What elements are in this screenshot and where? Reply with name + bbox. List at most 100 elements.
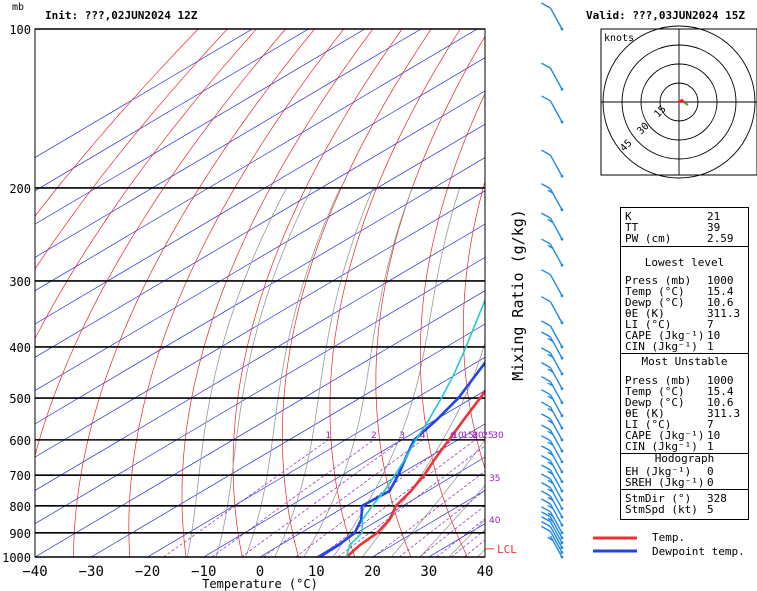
wind-barb-dot (560, 426, 564, 430)
wind-barb-dot (560, 480, 564, 484)
mixing-ratio-line (163, 439, 329, 557)
wind-barb-dot (560, 498, 564, 502)
wind-barb-dot (560, 237, 564, 241)
wind-barb-dot (560, 555, 564, 559)
lcl-label: LCL (497, 543, 517, 556)
wind-barb-dot (560, 515, 564, 519)
x-tick-label: −10 (191, 564, 216, 580)
y-tick-label: 600 (9, 434, 31, 448)
mixing-ratio-tick-label: 2 (371, 431, 377, 441)
wind-barb-flag (541, 296, 551, 303)
wind-barb-half-flag (547, 407, 554, 413)
mixing-ratio-tick-label: 20 (472, 431, 484, 441)
mixing-ratio-line (398, 489, 485, 557)
mixing-ratio-line (318, 439, 476, 557)
legend-swatches (593, 536, 637, 553)
moist-adiabat-line (274, 187, 374, 557)
isotherm-line (35, 223, 485, 491)
isotherm-line (35, 29, 422, 258)
wind-barb-flag (541, 525, 551, 532)
wind-barb-staff (549, 469, 563, 492)
wind-barb-dot (560, 550, 564, 554)
index-row: Press (mb) 1000 (625, 274, 734, 287)
x-tick-label: 40 (477, 564, 494, 580)
wind-barb-staff (549, 325, 563, 348)
mixing-ratio-line (436, 518, 485, 557)
wind-barb-staff (549, 450, 563, 473)
index-row: SREH (Jkg⁻¹) 0 (625, 476, 714, 489)
wind-barb-flag (541, 212, 551, 219)
wind-barb-half-flag (547, 470, 554, 475)
dry-adiabat-line (35, 29, 257, 340)
mixing-ratio-tick-label: 6 (450, 431, 456, 441)
wind-barb-dot (560, 489, 564, 493)
wind-barb-dot (560, 208, 564, 212)
pressure-unit-label: mb (12, 2, 25, 13)
wind-barb-half-flag (547, 441, 554, 446)
index-row: Dewp (°C) 10.6 (625, 296, 734, 309)
y-tick-label: 700 (9, 469, 31, 483)
wind-barb-flag (541, 424, 551, 431)
x-axis-label: Temperature (°C) (202, 577, 318, 591)
wind-barb-flag (541, 347, 551, 354)
mixing-ratio-line (463, 539, 485, 557)
wind-barb-staff (549, 418, 563, 441)
index-row: StmDir (°) 328 (625, 492, 727, 505)
mixing-ratio-tick-label: 25 (482, 431, 493, 441)
isobars (35, 28, 485, 558)
init-label: Init: ???,02JUN2024 12Z (45, 9, 198, 22)
isotherm-line (35, 90, 485, 358)
temperature-profile (345, 388, 485, 557)
wind-barb-dot (560, 27, 564, 31)
dry-adiabat-line (35, 29, 228, 270)
wind-barb-staff (549, 460, 563, 483)
index-row: PW (cm) 2.59 (625, 232, 734, 245)
wind-barb-flag (541, 473, 551, 480)
x-tick-label: 10 (308, 564, 325, 580)
index-row: Temp (°C) 15.4 (625, 285, 734, 298)
index-row: CIN (Jkg⁻¹) 1 (625, 340, 714, 353)
index-row: LI (°C) 7 (625, 418, 714, 431)
mixing-ratio-line (337, 445, 485, 557)
mixing-ratio-tick-label: 40 (489, 516, 501, 526)
wind-barb-dot (560, 531, 564, 535)
dewpoint-profile (318, 360, 485, 557)
wind-barb-staff (549, 301, 563, 324)
legend-dewpoint-label: Dewpoint temp. (652, 545, 745, 558)
wind-barb-dot (560, 263, 564, 267)
moist-adiabat-line (361, 341, 485, 557)
moist-adiabat-line (245, 187, 341, 557)
isotherm-line (35, 290, 485, 557)
wind-barb-dot (560, 387, 564, 391)
mixing-ratio-tick-label: 15 (462, 431, 473, 441)
dry-adiabat-line (329, 29, 461, 557)
wind-barb-dot (560, 321, 564, 325)
moist-adiabat-line (390, 439, 485, 557)
y-tick-label: 300 (9, 275, 31, 289)
mixing-ratio-line (372, 470, 485, 557)
wind-barb-dot (560, 414, 564, 418)
index-row: StmSpd (kt) 5 (625, 503, 714, 516)
wind-barb-flag (541, 2, 551, 9)
index-row: LI (°C) 7 (625, 318, 714, 331)
y-tick-label: 200 (9, 182, 31, 196)
wind-barb-flag (541, 498, 551, 505)
wind-barb-flag (541, 520, 551, 528)
mixing-ratio-tick-label: 30 (492, 431, 504, 441)
wind-barb-flag (541, 269, 551, 276)
section-title: Lowest level (644, 256, 725, 269)
dry-adiabat-line (282, 29, 432, 557)
wind-barb-dot (560, 449, 564, 453)
dry-adiabat-line (375, 35, 485, 557)
wind-barb-half-flag (547, 218, 554, 224)
dry-adiabat-line (419, 92, 485, 557)
parcel-profile (345, 298, 485, 557)
wind-barb-half-flag (547, 419, 554, 424)
wind-barb-dot (560, 541, 564, 545)
wind-barb-dot (560, 470, 564, 474)
wind-barb-half-flag (547, 504, 554, 510)
isotherm-line (35, 29, 366, 225)
y-tick-label: 1000 (2, 551, 31, 565)
wind-barb-flag (541, 445, 551, 452)
